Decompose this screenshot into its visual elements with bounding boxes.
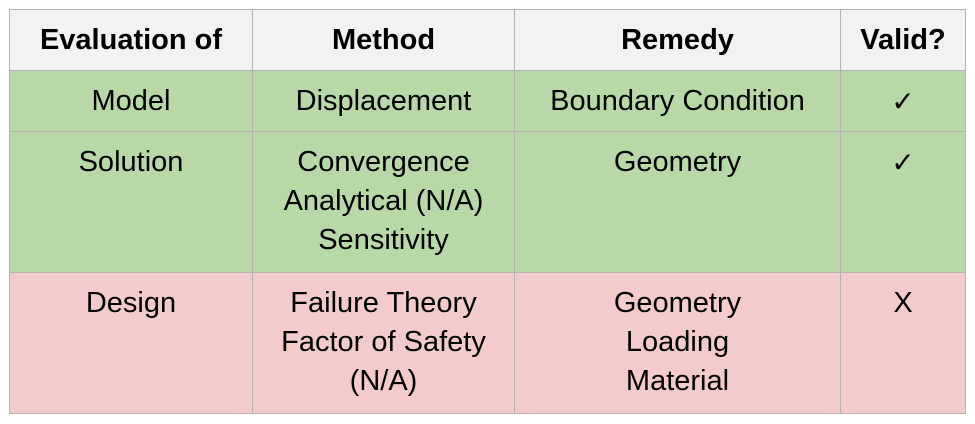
evaluation-label: Design	[85, 287, 177, 319]
header-valid: Valid?	[840, 9, 966, 71]
checkmark-icon: ✓	[891, 146, 915, 179]
method-item: Displacement	[295, 85, 472, 117]
method-item: Failure Theory	[290, 287, 477, 319]
method-item: Analytical (N/A)	[283, 185, 484, 217]
table-row-solution: Solution Convergence Analytical (N/A) Se…	[9, 131, 966, 273]
cell-valid: ✓	[840, 131, 966, 273]
method-item: Factor of Safety	[281, 326, 486, 358]
header-evaluation: Evaluation of	[9, 9, 253, 71]
method-item: (N/A)	[349, 365, 418, 397]
cell-remedy: Boundary Condition	[514, 70, 841, 132]
cell-method: Convergence Analytical (N/A) Sensitivity	[252, 131, 515, 273]
remedy-item: Boundary Condition	[550, 85, 805, 117]
method-item: Sensitivity	[318, 224, 449, 256]
cross-icon: X	[893, 287, 913, 319]
table-row-design: Design Failure Theory Factor of Safety (…	[9, 272, 966, 414]
header-row: Evaluation of Method Remedy Valid?	[9, 9, 966, 71]
cell-valid: X	[840, 272, 966, 414]
header-remedy: Remedy	[514, 9, 841, 71]
cell-valid: ✓	[840, 70, 966, 132]
remedy-item: Geometry	[613, 287, 742, 319]
evaluation-label: Solution	[78, 146, 184, 178]
checkmark-icon: ✓	[891, 85, 915, 118]
remedy-item: Loading	[625, 326, 730, 358]
cell-evaluation: Solution	[9, 131, 253, 273]
table-row-model: Model Displacement Boundary Condition ✓	[9, 70, 966, 132]
cell-method: Failure Theory Factor of Safety (N/A)	[252, 272, 515, 414]
cell-method: Displacement	[252, 70, 515, 132]
method-item: Convergence	[297, 146, 470, 178]
remedy-item: Geometry	[613, 146, 742, 178]
header-method: Method	[252, 9, 515, 71]
cell-evaluation: Model	[9, 70, 253, 132]
cell-evaluation: Design	[9, 272, 253, 414]
evaluation-table: Evaluation of Method Remedy Valid? Model…	[9, 9, 966, 414]
remedy-item: Material	[625, 365, 730, 397]
cell-remedy: Geometry	[514, 131, 841, 273]
evaluation-label: Model	[91, 85, 171, 117]
cell-remedy: Geometry Loading Material	[514, 272, 841, 414]
